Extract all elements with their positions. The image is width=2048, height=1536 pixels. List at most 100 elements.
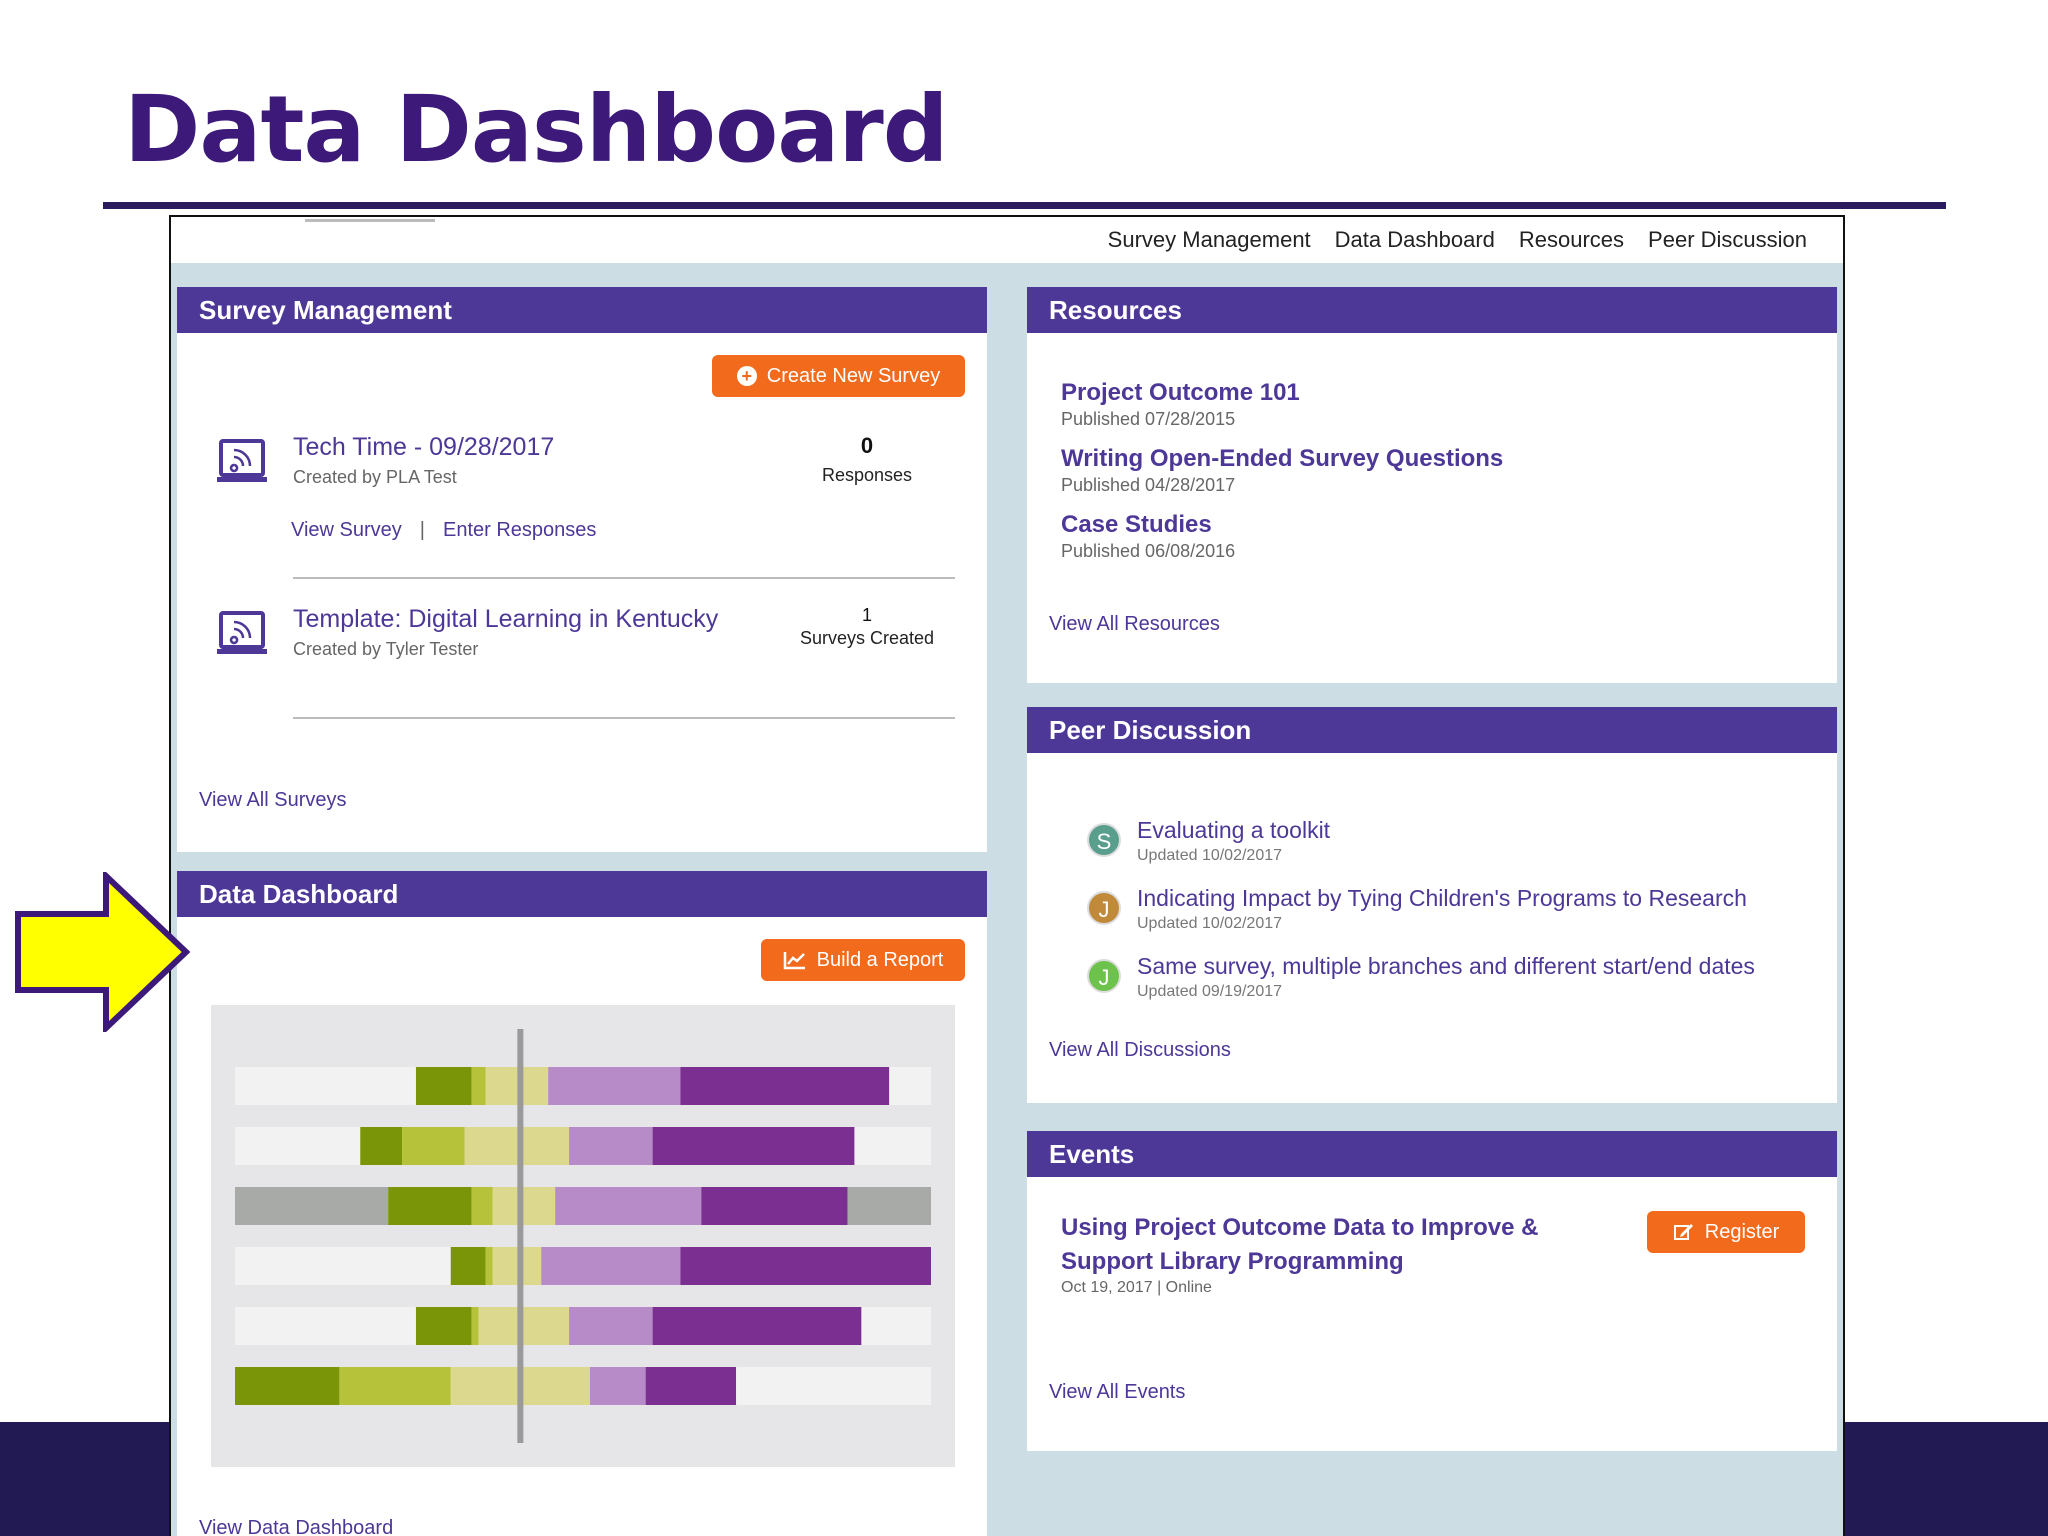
count-value: 0 bbox=[860, 433, 874, 458]
divider bbox=[293, 577, 955, 579]
line-chart-icon bbox=[783, 952, 805, 970]
bar-segment bbox=[492, 1187, 556, 1225]
button-label: Build a Report bbox=[816, 948, 944, 971]
panel-header: Events bbox=[1027, 1131, 1837, 1177]
view-all-discussions-link[interactable]: View All Discussions bbox=[1049, 1039, 1231, 1061]
bar-segment bbox=[235, 1067, 416, 1105]
discussion-title-link[interactable]: Evaluating a toolkit bbox=[1137, 817, 1331, 843]
survey-creator: Created by Tyler Tester bbox=[293, 639, 479, 659]
count-label: Responses bbox=[821, 465, 913, 485]
slide-title: Data Dashboard bbox=[124, 76, 949, 183]
divider bbox=[293, 717, 955, 719]
bar-segment bbox=[464, 1127, 570, 1165]
resource-title-link[interactable]: Writing Open-Ended Survey Questions bbox=[1061, 445, 1504, 472]
yellow-arrow-icon bbox=[15, 872, 190, 1032]
top-nav: Survey Management Data Dashboard Resourc… bbox=[171, 217, 1843, 263]
nav-resources[interactable]: Resources bbox=[1518, 227, 1625, 252]
discussion-title-link[interactable]: Indicating Impact by Tying Children's Pr… bbox=[1137, 885, 1747, 911]
bar-segment bbox=[471, 1067, 486, 1105]
bar-segment bbox=[388, 1187, 472, 1225]
register-button[interactable]: Register bbox=[1647, 1211, 1805, 1253]
bar-segment bbox=[339, 1367, 451, 1405]
nav-peer-discussion[interactable]: Peer Discussion bbox=[1648, 227, 1807, 252]
event-title-link[interactable]: Using Project Outcome Data to Improve & … bbox=[1061, 1214, 1539, 1275]
nav-data-dashboard[interactable]: Data Dashboard bbox=[1334, 227, 1495, 252]
enter-responses-link[interactable]: Enter Responses bbox=[443, 519, 597, 541]
bar-segment bbox=[235, 1247, 451, 1285]
bar-segment bbox=[485, 1247, 493, 1285]
bar-segment bbox=[235, 1187, 389, 1225]
bar-segment bbox=[360, 1127, 403, 1165]
button-label: Register bbox=[1704, 1220, 1780, 1243]
survey-title-link[interactable]: Template: Digital Learning in Kentucky bbox=[293, 605, 719, 633]
build-report-button[interactable]: Build a Report bbox=[761, 939, 965, 981]
avatar: J bbox=[1087, 959, 1121, 993]
bar-segment bbox=[889, 1067, 931, 1105]
logo-icon bbox=[305, 217, 435, 225]
discussion-title-link[interactable]: Same survey, multiple branches and diffe… bbox=[1137, 953, 1755, 979]
bar-segment bbox=[652, 1307, 862, 1345]
view-survey-link[interactable]: View Survey bbox=[291, 519, 402, 541]
discussion-date: Updated 09/19/2017 bbox=[1137, 983, 1283, 1000]
dashboard-chart-preview bbox=[211, 1005, 955, 1467]
discussion-date: Updated 10/02/2017 bbox=[1137, 915, 1283, 932]
bar-segment bbox=[847, 1187, 931, 1225]
bar-segment bbox=[235, 1127, 361, 1165]
surveys-created-count: 1 Surveys Created bbox=[787, 605, 947, 649]
discussion-date: Updated 10/02/2017 bbox=[1137, 847, 1283, 864]
view-all-events-link[interactable]: View All Events bbox=[1049, 1381, 1186, 1403]
events-panel: Events Using Project Outcome Data to Imp… bbox=[1027, 1131, 1837, 1451]
survey-action-links: View Survey | Enter Responses bbox=[291, 519, 596, 542]
survey-tablet-icon bbox=[217, 611, 267, 654]
bar-segment bbox=[471, 1307, 479, 1345]
count-label: Surveys Created bbox=[799, 628, 935, 648]
resource-item: Project Outcome 101 Published 07/28/2015 bbox=[1061, 379, 1300, 430]
resources-panel: Resources Project Outcome 101 Published … bbox=[1027, 287, 1837, 683]
link-separator: | bbox=[419, 519, 425, 541]
survey-title-link[interactable]: Tech Time - 09/28/2017 bbox=[293, 433, 555, 461]
bar-segment bbox=[548, 1067, 681, 1105]
nav-survey-management[interactable]: Survey Management bbox=[1107, 227, 1311, 252]
resource-title-link[interactable]: Project Outcome 101 bbox=[1061, 379, 1300, 406]
bar-segment bbox=[402, 1127, 465, 1165]
survey-creator: Created by PLA Test bbox=[293, 467, 457, 487]
stacked-bar-chart bbox=[235, 1029, 931, 1443]
create-new-survey-button[interactable]: + Create New Survey bbox=[712, 355, 965, 397]
bar-segment bbox=[450, 1247, 486, 1285]
bar-segment bbox=[701, 1187, 848, 1225]
survey-item: Template: Digital Learning in Kentucky C… bbox=[217, 605, 977, 685]
resource-title-link[interactable]: Case Studies bbox=[1061, 511, 1212, 538]
resource-item: Case Studies Published 06/08/2016 bbox=[1061, 511, 1235, 562]
edit-icon bbox=[1673, 1224, 1693, 1240]
bar-segment bbox=[492, 1247, 542, 1285]
avatar: J bbox=[1087, 891, 1121, 925]
bar-segment bbox=[736, 1367, 931, 1405]
panel-header: Data Dashboard bbox=[177, 871, 987, 917]
bar-segment bbox=[478, 1307, 570, 1345]
panel-header: Survey Management bbox=[177, 287, 987, 333]
resource-date: Published 07/28/2015 bbox=[1061, 409, 1236, 429]
view-all-surveys-link[interactable]: View All Surveys bbox=[199, 789, 347, 811]
bar-segment bbox=[680, 1067, 890, 1105]
bar-segment bbox=[861, 1307, 931, 1345]
survey-item: Tech Time - 09/28/2017 Created by PLA Te… bbox=[217, 433, 977, 553]
title-rule bbox=[103, 202, 1946, 209]
survey-management-panel: Survey Management + Create New Survey Te… bbox=[177, 287, 987, 852]
button-label: Create New Survey bbox=[766, 364, 941, 387]
survey-tablet-icon bbox=[217, 439, 267, 482]
bar-segment bbox=[589, 1367, 646, 1405]
bar-segment bbox=[471, 1187, 493, 1225]
midline-marker bbox=[517, 1029, 524, 1443]
view-all-resources-link[interactable]: View All Resources bbox=[1049, 613, 1220, 635]
peer-discussion-panel: Peer Discussion S Evaluating a toolkit U… bbox=[1027, 707, 1837, 1103]
bar-segment bbox=[541, 1247, 681, 1285]
resource-date: Published 04/28/2017 bbox=[1061, 475, 1236, 495]
bar-segment bbox=[235, 1307, 416, 1345]
bar-segment bbox=[235, 1367, 340, 1405]
bar-segment bbox=[485, 1067, 549, 1105]
bar-segment bbox=[569, 1127, 653, 1165]
view-data-dashboard-link[interactable]: View Data Dashboard bbox=[199, 1517, 394, 1536]
bar-segment bbox=[645, 1367, 737, 1405]
count-value: 1 bbox=[861, 605, 872, 625]
data-dashboard-panel: Data Dashboard Build a Report View Data … bbox=[177, 871, 987, 1536]
